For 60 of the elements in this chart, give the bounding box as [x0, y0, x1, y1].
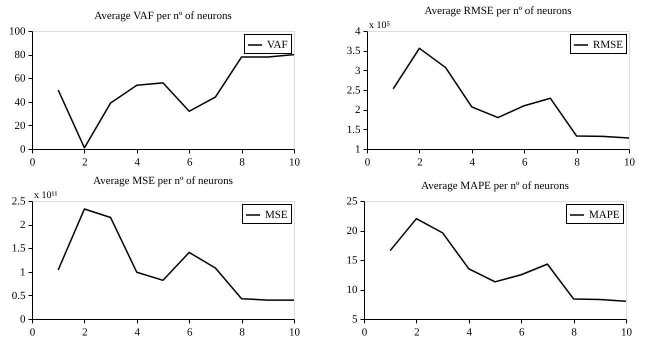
- x-tick-label: 8: [239, 326, 246, 338]
- x-tick-label: 8: [239, 156, 246, 168]
- legend-label: MSE: [265, 209, 288, 221]
- y-tick-label: 20: [346, 225, 358, 237]
- y-tick-label: 2.5: [346, 84, 361, 96]
- x-tick-label: 10: [289, 326, 300, 338]
- y-tick-label: 80: [14, 49, 26, 62]
- x-tick-label: 8: [574, 156, 580, 168]
- y-tick-label: 1.5: [12, 242, 26, 255]
- x-tick-label: 4: [470, 156, 476, 168]
- x-tick-label: 4: [466, 326, 473, 338]
- x-tick-label: 8: [571, 326, 578, 338]
- y-tick-label: 100: [9, 26, 26, 38]
- x-tick-label: 0: [364, 156, 371, 168]
- chart-title: Average RMSE per nº of neurons: [424, 5, 572, 17]
- y-tick-label: 10: [346, 284, 358, 296]
- legend-label: MAPE: [589, 209, 620, 221]
- x-tick-label: 2: [417, 156, 423, 168]
- text: x 10⁵: [369, 20, 390, 31]
- y-tick-label: 15: [346, 254, 358, 266]
- y-tick-label: 3.5: [346, 45, 361, 58]
- x-tick-label: 6: [186, 156, 193, 168]
- y-tick-label: 5: [352, 314, 358, 326]
- y-tick-label: 0.5: [12, 290, 26, 302]
- x-tick-label: 0: [30, 156, 36, 168]
- y-tick-label: 1: [20, 266, 26, 278]
- y-tick-label: 1: [355, 144, 360, 156]
- y-tick-label: 25: [346, 196, 358, 208]
- x-tick-label: 6: [522, 156, 528, 168]
- x-tick-label: 4: [134, 156, 141, 168]
- x-tick-label: 10: [289, 156, 300, 168]
- legend-label: VAF: [267, 39, 288, 51]
- y-tick-label: 0: [20, 144, 26, 156]
- y-tick-label: 2.5: [12, 196, 26, 208]
- line-series: [392, 48, 630, 139]
- y-tick-label: 2: [355, 104, 360, 116]
- x-tick-label: 2: [82, 326, 88, 338]
- y-tick-label: 3: [355, 64, 361, 77]
- x-tick-label: 2: [82, 156, 88, 168]
- y-tick-label: 1.5: [346, 124, 361, 136]
- y-tick-label: 0: [20, 314, 26, 326]
- x-tick-label: 10: [621, 326, 632, 338]
- x-tick-label: 10: [624, 156, 636, 168]
- legend-label: RMSE: [593, 39, 624, 51]
- line-series: [389, 218, 627, 302]
- x-tick-label: 4: [134, 326, 141, 338]
- chart-title: Average VAF per nº of neurons: [94, 10, 232, 22]
- y-tick-label: 60: [14, 72, 26, 85]
- y-tick-label: 4: [355, 26, 361, 38]
- chart-title: Average MAPE per nº of neurons: [421, 180, 569, 192]
- x-tick-label: 2: [414, 326, 420, 338]
- y-tick-label: 20: [14, 120, 26, 132]
- x-tick-label: 6: [518, 326, 525, 338]
- y-tick-label: 2: [20, 219, 26, 232]
- x-tick-label: 6: [186, 326, 193, 338]
- text: x 10¹¹: [34, 190, 58, 201]
- line-series: [57, 208, 295, 301]
- chart-title: Average MSE per nº of neurons: [93, 175, 233, 187]
- x-tick-label: 0: [30, 326, 36, 338]
- y-tick-label: 40: [14, 96, 26, 108]
